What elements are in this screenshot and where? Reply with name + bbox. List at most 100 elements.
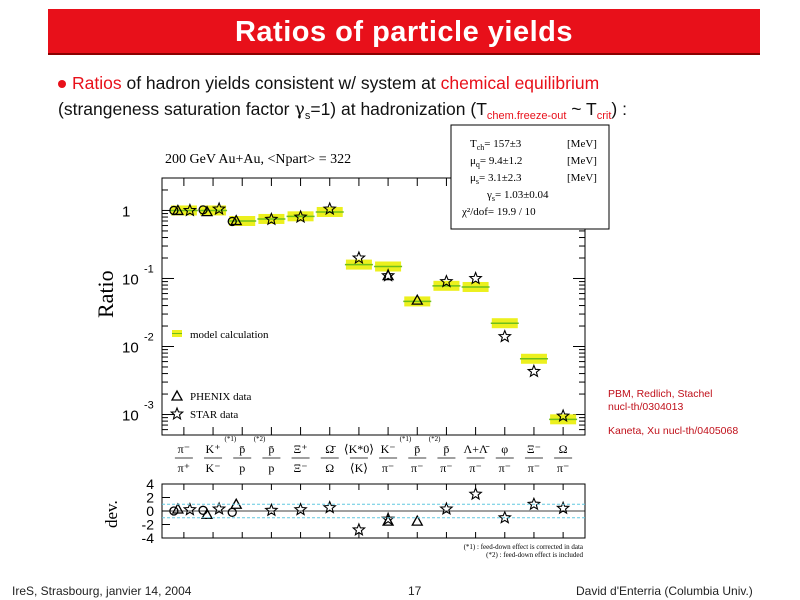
footnote-1: (*1) : feed-down effect is corrected in …	[464, 543, 584, 551]
data-point-star	[351, 250, 367, 265]
category-numerator: φ	[501, 442, 508, 456]
category-denominator: K⁻	[206, 461, 221, 475]
y-tick-exponent: -3	[144, 400, 154, 412]
data-point-triangle	[171, 204, 184, 216]
bullet-text: Ratios of hadron yields consistent w/ sy…	[58, 70, 778, 129]
fit-unit: [MeV]	[567, 172, 597, 184]
category-denominator: π⁻	[499, 461, 511, 475]
y-tick-exponent: -2	[144, 332, 154, 344]
data-point-circle	[198, 205, 208, 215]
data-point-star	[264, 211, 279, 226]
bullet-word-ratios: Ratios	[72, 73, 122, 93]
data-point-star	[555, 408, 571, 423]
dev-y-tick-label: -4	[142, 530, 155, 546]
dev-point-star	[211, 501, 227, 516]
chart-title: 200 GeV Au+Au, <Npart> = 322	[165, 152, 351, 167]
category-denominator: π⁻	[411, 461, 423, 475]
data-point-star	[211, 201, 227, 216]
category-denominator: p	[268, 461, 274, 475]
category-denominator: π⁻	[382, 461, 394, 475]
footer-right: David d'Enterria (Columbia Univ.)	[576, 584, 753, 598]
category-denominator: Ω	[325, 461, 334, 475]
data-point-star	[497, 329, 512, 343]
legend-star-label: STAR data	[190, 409, 238, 421]
legend-model-label: model calculation	[190, 329, 269, 341]
category-numerator: π⁻	[178, 442, 190, 456]
y-tick-exponent: -1	[144, 263, 154, 275]
fit-row: μq= 9.4±1.2	[470, 155, 522, 169]
data-point-star	[468, 270, 483, 285]
bullet-text-2b: =1) at hadronization (T	[310, 99, 487, 119]
data-point-circle	[227, 216, 237, 227]
dev-point-star	[351, 522, 367, 537]
dev-y-tick-label: 2	[146, 490, 154, 506]
dev-point-star	[182, 502, 197, 516]
y-tick-label: 10	[122, 408, 139, 425]
category-numerator: K⁺	[206, 442, 221, 456]
bullet-text-2d: ) :	[611, 99, 627, 119]
category-denominator: p	[239, 461, 245, 475]
dev-point-star	[439, 501, 454, 516]
category-note: (*2)	[254, 435, 266, 443]
t-chem-sub: chem.freeze-out	[486, 110, 567, 122]
slide-title: Ratios of particle yields	[234, 16, 574, 48]
legend-star-marker	[169, 406, 185, 421]
main-plot-frame	[161, 177, 586, 436]
dev-point-circle	[198, 505, 208, 515]
data-point-star	[526, 363, 542, 378]
gamma-sub: s	[304, 110, 311, 122]
dev-axis-label: dev.	[102, 500, 121, 528]
fit-row: χ²/dof= 19.9 / 10	[461, 206, 536, 218]
category-denominator: π⁻	[469, 461, 481, 475]
category-numerator: K⁻	[381, 442, 396, 456]
category-numerator: Ξ⁻	[527, 442, 541, 456]
data-point-star	[380, 268, 396, 282]
bullet-text-1: of hadron yields consistent w/ system at	[121, 73, 441, 93]
fit-row: Tch= 157±3	[470, 138, 522, 152]
reference-line-1: PBM, Redlich, Stachel	[608, 388, 713, 400]
dev-point-star	[497, 510, 512, 524]
dev-y-tick-label: -2	[142, 517, 155, 533]
category-note: (*2)	[429, 435, 441, 443]
fit-unit: [MeV]	[567, 155, 597, 167]
data-point-star	[293, 209, 308, 224]
dev-point-circle	[227, 507, 237, 517]
category-denominator: π⁻	[528, 461, 540, 475]
bullet-word-chemical-equilibrium: chemical equilibrium	[440, 73, 600, 93]
gamma-symbol: γ	[294, 100, 305, 120]
footer-left: IreS, Strasbourg, janvier 14, 2004	[12, 584, 192, 598]
title-bar: Ratios of particle yields	[48, 9, 760, 55]
dev-point-star	[264, 502, 279, 517]
fit-parameter-box	[450, 124, 610, 230]
dev-point-triangle	[411, 514, 424, 526]
category-numerator: ⟨K*0⟩	[344, 442, 374, 456]
category-numerator: p̄	[443, 442, 449, 456]
bullet-text-2c: ~ T	[566, 99, 597, 119]
category-numerator: p̄	[239, 442, 245, 456]
dev-point-star	[380, 511, 396, 526]
fit-unit: [MeV]	[567, 138, 597, 150]
dev-point-star	[468, 486, 483, 501]
legend-phenix-marker	[170, 389, 184, 401]
legend-phenix-label: PHENIX data	[190, 391, 252, 403]
data-point-star	[439, 274, 454, 288]
dev-y-tick-label: 4	[146, 476, 154, 492]
page-number: 17	[408, 584, 422, 598]
dev-point-star	[293, 502, 308, 516]
y-tick-label: 10	[122, 340, 139, 357]
y-axis-label: Ratio	[93, 270, 118, 318]
data-point-circle	[169, 205, 179, 216]
reference-pbm: PBM, Redlich, Stachel nucl-th/0304013	[608, 388, 712, 414]
dev-point-star	[526, 496, 542, 511]
bullet-text-2a: (strangeness saturation factor	[58, 99, 295, 119]
reference-kaneta: Kaneta, Xu nucl-th/0405068	[608, 425, 739, 437]
category-denominator: π⁻	[557, 461, 569, 475]
category-numerator: Ω	[559, 442, 568, 456]
category-numerator: p̄	[414, 442, 420, 456]
category-numerator: Λ+Λ̄	[464, 442, 490, 456]
fit-row: μs= 3.1±2.3	[470, 172, 522, 186]
category-denominator: Ξ⁻	[294, 461, 308, 475]
data-point-star	[182, 202, 198, 217]
bullet-dot-icon	[58, 80, 66, 89]
category-numerator: p̄	[268, 442, 274, 456]
